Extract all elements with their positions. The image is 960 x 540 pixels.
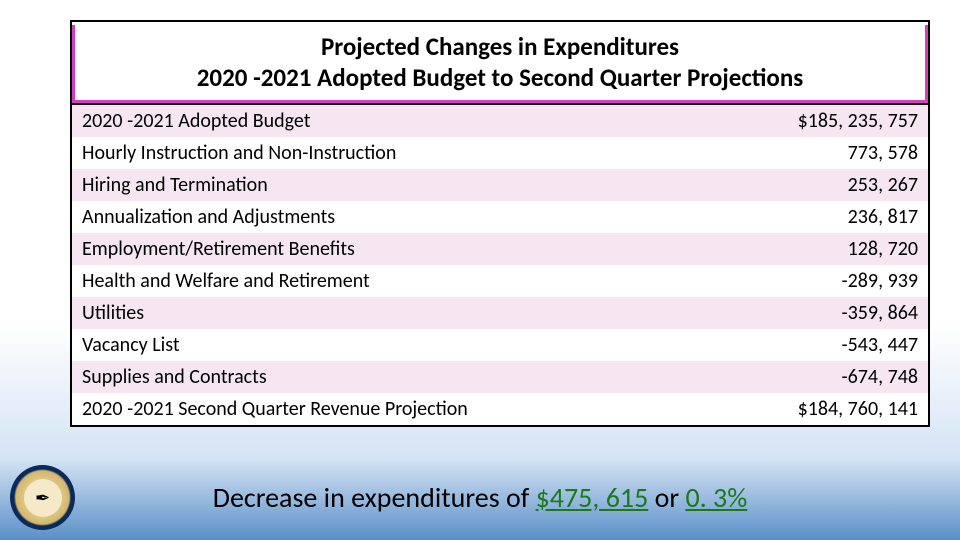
- college-seal-icon: ✒: [10, 465, 75, 530]
- table-row: Hourly Instruction and Non-Instruction77…: [72, 137, 928, 169]
- row-value: -674, 748: [654, 361, 928, 393]
- budget-table-card: Projected Changes in Expenditures 2020 -…: [70, 20, 930, 427]
- row-value: 236, 817: [654, 201, 928, 233]
- title-line1: Projected Changes in Expenditures: [321, 31, 679, 62]
- row-value: $184, 760, 141: [654, 393, 928, 425]
- seal-inner-circle: ✒: [24, 479, 62, 517]
- row-label: Hourly Instruction and Non-Instruction: [72, 137, 654, 169]
- row-label: Health and Welfare and Retirement: [72, 265, 654, 297]
- row-label: Vacancy List: [72, 329, 654, 361]
- table-row: Health and Welfare and Retirement-289, 9…: [72, 265, 928, 297]
- row-label: Utilities: [72, 297, 654, 329]
- row-value: 128, 720: [654, 233, 928, 265]
- row-label: Employment/Retirement Benefits: [72, 233, 654, 265]
- summary-prefix: Decrease in expenditures of: [213, 480, 536, 515]
- title-line2: 2020 -2021 Adopted Budget to Second Quar…: [197, 62, 804, 93]
- card-header: Projected Changes in Expenditures 2020 -…: [72, 25, 928, 105]
- row-label: Hiring and Termination: [72, 169, 654, 201]
- summary-text: Decrease in expenditures of $475, 615 or…: [213, 480, 748, 515]
- row-label: Supplies and Contracts: [72, 361, 654, 393]
- row-value: 253, 267: [654, 169, 928, 201]
- summary-footer: Decrease in expenditures of $475, 615 or…: [0, 480, 960, 515]
- table-row: 2020 -2021 Adopted Budget$185, 235, 757: [72, 105, 928, 137]
- row-label: 2020 -2021 Adopted Budget: [72, 105, 654, 137]
- row-value: -543, 447: [654, 329, 928, 361]
- row-value: $185, 235, 757: [654, 105, 928, 137]
- expenditure-table: 2020 -2021 Adopted Budget$185, 235, 757H…: [72, 105, 928, 425]
- row-value: -289, 939: [654, 265, 928, 297]
- seal-outer-ring: ✒: [10, 465, 75, 530]
- row-value: 773, 578: [654, 137, 928, 169]
- table-row: Vacancy List-543, 447: [72, 329, 928, 361]
- card-header-inner: Projected Changes in Expenditures 2020 -…: [75, 25, 925, 100]
- summary-percent: 0. 3%: [685, 480, 747, 515]
- row-label: 2020 -2021 Second Quarter Revenue Projec…: [72, 393, 654, 425]
- table-row: Annualization and Adjustments236, 817: [72, 201, 928, 233]
- table-row: Supplies and Contracts-674, 748: [72, 361, 928, 393]
- table-row: 2020 -2021 Second Quarter Revenue Projec…: [72, 393, 928, 425]
- seal-glyph: ✒: [35, 487, 50, 509]
- table-row: Employment/Retirement Benefits128, 720: [72, 233, 928, 265]
- card-title: Projected Changes in Expenditures 2020 -…: [85, 31, 915, 94]
- row-value: -359, 864: [654, 297, 928, 329]
- table-row: Utilities-359, 864: [72, 297, 928, 329]
- summary-middle: or: [648, 480, 685, 515]
- table-row: Hiring and Termination253, 267: [72, 169, 928, 201]
- summary-amount: $475, 615: [536, 480, 649, 515]
- row-label: Annualization and Adjustments: [72, 201, 654, 233]
